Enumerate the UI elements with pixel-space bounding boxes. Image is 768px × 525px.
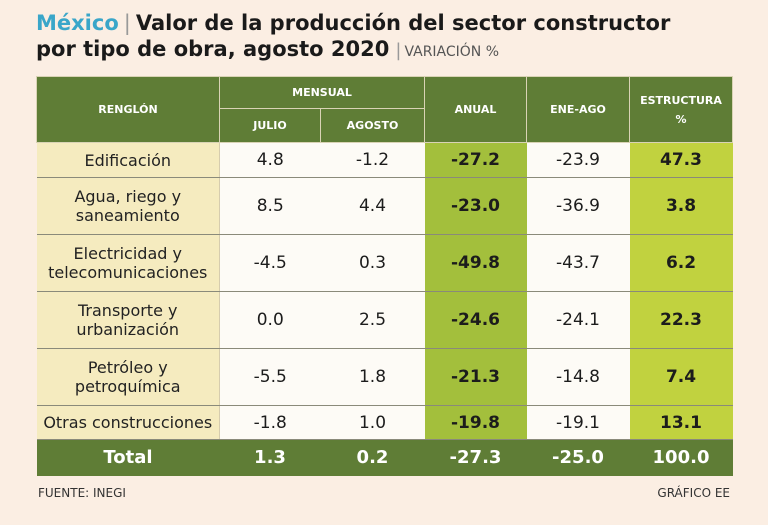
- subtitle: VARIACIÓN %: [404, 44, 500, 60]
- header-mensual: MENSUAL: [219, 76, 425, 109]
- total-agosto: 0.2: [320, 439, 425, 476]
- row-label-line2: telecomunicaciones: [48, 263, 208, 282]
- cell-ene-ago: -36.9: [526, 177, 630, 235]
- title-country: México: [36, 11, 119, 35]
- cell-anual: -23.0: [424, 177, 527, 235]
- data-table: RENGLÓN MENSUAL ANUAL ENE-AGO ESTRUCTURA…: [36, 76, 733, 476]
- subtitle-separator: |: [395, 40, 402, 61]
- cell-julio: 4.8: [219, 142, 321, 178]
- total-estructura: 100.0: [629, 439, 733, 476]
- table-row: Agua, riego y saneamiento 8.5 4.4 -23.0 -…: [36, 177, 733, 235]
- cell-ene-ago: -24.1: [526, 291, 630, 349]
- cell-anual: -49.8: [424, 234, 527, 292]
- row-label-line2: urbanización: [76, 320, 180, 339]
- header-julio: JULIO: [219, 108, 321, 143]
- cell-anual: -21.3: [424, 348, 527, 406]
- cell-estructura: 13.1: [629, 405, 733, 440]
- cell-agosto: 2.5: [320, 291, 425, 349]
- cell-agosto: 1.8: [320, 348, 425, 406]
- cell-agosto: 1.0: [320, 405, 425, 440]
- cell-estructura: 6.2: [629, 234, 733, 292]
- table-row: Otras construcciones -1.8 1.0 -19.8 -19.…: [36, 405, 733, 440]
- cell-estructura: 47.3: [629, 142, 733, 178]
- header-agosto: AGOSTO: [320, 108, 425, 143]
- cell-julio: -5.5: [219, 348, 321, 406]
- table-row: Transporte y urbanización 0.0 2.5 -24.6 -…: [36, 291, 733, 349]
- cell-anual: -24.6: [424, 291, 527, 349]
- title-line-2: por tipo de obra, agosto 2020 | VARIACIÓN …: [36, 36, 756, 65]
- table-row: Petróleo y petroquímica -5.5 1.8 -21.3 -1…: [36, 348, 733, 406]
- cell-agosto: -1.2: [320, 142, 425, 178]
- table-row: Edificación 4.8 -1.2 -27.2 -23.9 47.3: [36, 142, 733, 178]
- cell-ene-ago: -43.7: [526, 234, 630, 292]
- row-label: Transporte y urbanización: [36, 291, 220, 349]
- row-label-line1: Electricidad y: [73, 244, 182, 263]
- cell-agosto: 0.3: [320, 234, 425, 292]
- header-estructura-line1: ESTRUCTURA: [640, 93, 722, 107]
- row-label-line1: Petróleo y: [87, 358, 168, 377]
- total-anual: -27.3: [424, 439, 527, 476]
- row-label: Electricidad y telecomunicaciones: [36, 234, 220, 292]
- cell-ene-ago: -23.9: [526, 142, 630, 178]
- cell-julio: 0.0: [219, 291, 321, 349]
- cell-anual: -27.2: [424, 142, 527, 178]
- cell-julio: 8.5: [219, 177, 321, 235]
- total-julio: 1.3: [219, 439, 321, 476]
- source-note: FUENTE: INEGI: [38, 486, 126, 500]
- row-label-line1: Edificación: [84, 150, 172, 170]
- table-row: Electricidad y telecomunicaciones -4.5 0.…: [36, 234, 733, 292]
- cell-julio: -4.5: [219, 234, 321, 292]
- cell-ene-ago: -19.1: [526, 405, 630, 440]
- header-ene-ago: ENE-AGO: [526, 76, 630, 143]
- row-label-line2: saneamiento: [75, 206, 180, 225]
- row-label-line1: Otras construcciones: [43, 413, 213, 432]
- row-label-line1: Agua, riego y: [74, 187, 182, 206]
- cell-agosto: 4.4: [320, 177, 425, 235]
- row-label: Otras construcciones: [36, 405, 220, 440]
- row-label: Agua, riego y saneamiento: [36, 177, 220, 235]
- total-row: Total 1.3 0.2 -27.3 -25.0 100.0: [36, 439, 733, 476]
- header-estructura: ESTRUCTURA %: [629, 76, 733, 143]
- header-estructura-line2: %: [675, 112, 687, 126]
- total-ene-ago: -25.0: [526, 439, 630, 476]
- row-label-line1: Transporte y: [78, 301, 178, 320]
- row-label-line2: petroquímica: [74, 377, 181, 396]
- title-main-2: por tipo de obra, agosto 2020: [36, 37, 390, 61]
- title-main: Valor de la producción del sector constr…: [135, 11, 671, 35]
- cell-estructura: 3.8: [629, 177, 733, 235]
- row-label: Petróleo y petroquímica: [36, 348, 220, 406]
- cell-anual: -19.8: [424, 405, 527, 440]
- row-label: Edificación: [36, 142, 220, 178]
- title-separator: |: [123, 11, 131, 35]
- cell-ene-ago: -14.8: [526, 348, 630, 406]
- total-label: Total: [36, 439, 220, 476]
- header-renglon: RENGLÓN: [36, 76, 220, 143]
- title-line-1: México | Valor de la producción del sector…: [36, 10, 756, 36]
- cell-estructura: 7.4: [629, 348, 733, 406]
- header-anual: ANUAL: [424, 76, 527, 143]
- chart-title: México | Valor de la producción del sector…: [36, 10, 756, 65]
- cell-julio: -1.8: [219, 405, 321, 440]
- credit-note: GRÁFICO EE: [657, 486, 730, 500]
- cell-estructura: 22.3: [629, 291, 733, 349]
